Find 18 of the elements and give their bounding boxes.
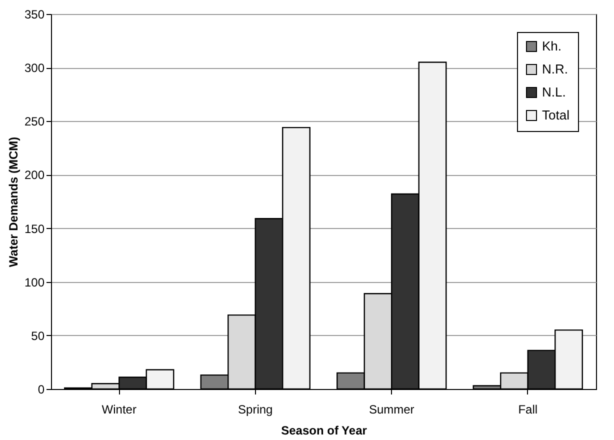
legend-label: N.R. <box>542 62 568 76</box>
y-tick-label: 250 <box>24 114 45 129</box>
x-tick-label: Winter <box>102 402 136 416</box>
y-tick-label: 350 <box>24 8 45 22</box>
y-tick-label: 200 <box>24 168 45 182</box>
y-tick-label: 300 <box>24 61 45 76</box>
x-tick-label: Fall <box>518 402 538 416</box>
x-tick-label: Spring <box>238 402 273 416</box>
legend-label: N.L. <box>542 84 566 100</box>
x-axis-title: Season of Year <box>281 424 368 438</box>
y-axis-title: Water Demands (MCM) <box>6 136 20 268</box>
y-tick-label: 100 <box>24 275 45 290</box>
y-tick-label: 150 <box>24 222 45 236</box>
y-tick-label: 50 <box>31 328 45 343</box>
x-tick-label: Summer <box>368 402 414 416</box>
legend-label: Total <box>542 108 570 122</box>
y-tick-label: 0 <box>38 382 45 396</box>
legend-label: Kh. <box>542 38 562 54</box>
